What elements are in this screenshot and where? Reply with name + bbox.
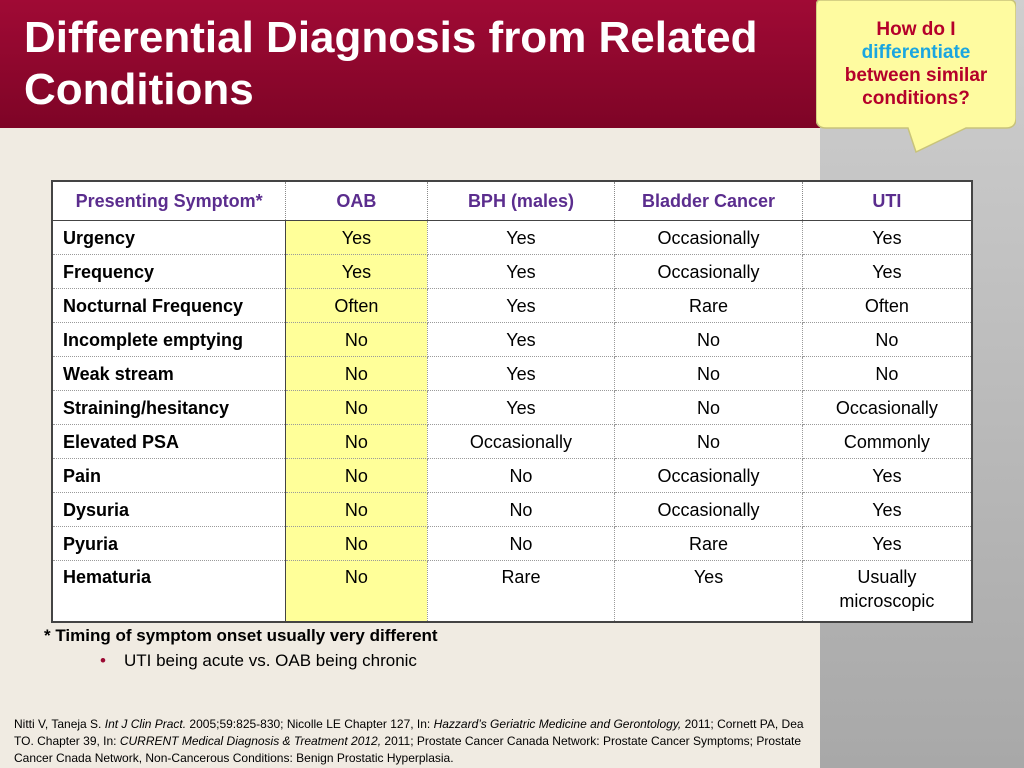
column-header: Presenting Symptom* [51, 180, 287, 221]
table-row: Elevated PSA No Occasionally No Commonly [51, 424, 973, 459]
symptom-cell: Weak stream [51, 356, 287, 391]
symptom-cell: Elevated PSA [51, 424, 287, 459]
table-cell: No [285, 424, 428, 459]
table-cell: No [426, 492, 616, 527]
table-cell: No [614, 322, 803, 357]
table-cell: Yes [801, 458, 973, 493]
table-header-row: Presenting Symptom* OAB BPH (males) Blad… [51, 180, 973, 221]
references: Nitti V, Taneja S. Int J Clin Pract. 200… [14, 716, 804, 767]
table-cell: Usually microscopic [801, 560, 973, 623]
title-banner: Differential Diagnosis from Related Cond… [0, 0, 820, 128]
symptom-cell: Dysuria [51, 492, 287, 527]
bullet-item: • UTI being acute vs. OAB being chronic [100, 651, 417, 671]
table-cell: No [285, 390, 428, 425]
table-cell: No [614, 424, 803, 459]
column-header: BPH (males) [426, 180, 616, 221]
ref-book: Hazzard’s Geriatric Medicine and Geronto… [433, 717, 682, 731]
table-cell: Commonly [801, 424, 973, 459]
table-cell: No [426, 526, 616, 561]
symptom-cell: Pain [51, 458, 287, 493]
bullet-icon: • [100, 651, 106, 670]
callout-bubble: How do I differentiate between similar c… [816, 0, 1016, 154]
table-cell: Rare [426, 560, 616, 623]
table-cell: No [801, 322, 973, 357]
table-row: Straining/hesitancy No Yes No Occasional… [51, 390, 973, 425]
table-row: Hematuria No Rare Yes Usually microscopi… [51, 560, 973, 623]
table-row: Pain No No Occasionally Yes [51, 458, 973, 493]
table-cell: Often [801, 288, 973, 323]
table-row: Weak stream No Yes No No [51, 356, 973, 391]
callout-shape [816, 0, 1016, 154]
table-cell: Yes [801, 254, 973, 289]
ref-text: 2011; Cornett PA, Dea TO. Chapter 39, In… [14, 717, 804, 748]
table-cell: No [285, 526, 428, 561]
table-cell: Rare [614, 526, 803, 561]
bullet-text: UTI being acute vs. OAB being chronic [124, 651, 417, 670]
ref-text: Nitti V, Taneja S. [14, 717, 105, 731]
table-cell: Yes [426, 288, 616, 323]
table-cell: Rare [614, 288, 803, 323]
table-cell: Yes [426, 390, 616, 425]
table-cell: No [285, 356, 428, 391]
symptom-cell: Nocturnal Frequency [51, 288, 287, 323]
callout-text: How do I differentiate between similar c… [826, 18, 1006, 110]
column-header: UTI [801, 180, 973, 221]
differential-table: Presenting Symptom* OAB BPH (males) Blad… [51, 180, 973, 623]
table-row: Pyuria No No Rare Yes [51, 526, 973, 561]
symptom-cell: Urgency [51, 220, 287, 255]
table-cell: No [801, 356, 973, 391]
ref-text: 2011; Prostate Cancer Canada Network: Pr… [14, 734, 802, 765]
callout-line-1: How do I [876, 19, 956, 40]
table-cell: Occasionally [801, 390, 973, 425]
table-cell: No [426, 458, 616, 493]
column-header: OAB [285, 180, 428, 221]
table-row: Nocturnal Frequency Often Yes Rare Often [51, 288, 973, 323]
symptom-cell: Pyuria [51, 526, 287, 561]
table-cell: No [285, 322, 428, 357]
table-cell: Yes [801, 492, 973, 527]
footnote: * Timing of symptom onset usually very d… [44, 626, 438, 645]
callout-highlight: differentiate [861, 42, 971, 63]
callout-line-3: between similar conditions? [844, 65, 988, 109]
table-row: Dysuria No No Occasionally Yes [51, 492, 973, 527]
table-row: Urgency Yes Yes Occasionally Yes [51, 220, 973, 255]
table-cell: No [285, 458, 428, 493]
table-cell: Yes [614, 560, 803, 623]
table-cell: Occasionally [614, 458, 803, 493]
table-cell: No [614, 356, 803, 391]
table-row: Incomplete emptying No Yes No No [51, 322, 973, 357]
table-cell: Occasionally [426, 424, 616, 459]
table-cell: Occasionally [614, 254, 803, 289]
table-cell: No [285, 560, 428, 623]
table-cell: No [285, 492, 428, 527]
slide-title: Differential Diagnosis from Related Cond… [24, 13, 758, 114]
table-cell: Occasionally [614, 220, 803, 255]
column-header: Bladder Cancer [614, 180, 803, 221]
table-cell: Yes [426, 356, 616, 391]
ref-book: CURRENT Medical Diagnosis & Treatment 20… [119, 734, 382, 748]
table-cell: Often [285, 288, 428, 323]
table-cell: Yes [285, 220, 428, 255]
table-cell: Yes [801, 526, 973, 561]
symptom-cell: Hematuria [51, 560, 287, 623]
ref-journal: Int J Clin Pract. [104, 717, 187, 731]
table-cell: Yes [801, 220, 973, 255]
symptom-cell: Incomplete emptying [51, 322, 287, 357]
symptom-cell: Frequency [51, 254, 287, 289]
table-cell: No [614, 390, 803, 425]
table-row: Frequency Yes Yes Occasionally Yes [51, 254, 973, 289]
table-cell: Occasionally [614, 492, 803, 527]
symptom-cell: Straining/hesitancy [51, 390, 287, 425]
table-cell: Yes [426, 220, 616, 255]
ref-text: 2005;59:825-830; Nicolle LE Chapter 127,… [186, 717, 434, 731]
table-cell: Yes [426, 254, 616, 289]
table-cell: Yes [285, 254, 428, 289]
table-cell: Yes [426, 322, 616, 357]
